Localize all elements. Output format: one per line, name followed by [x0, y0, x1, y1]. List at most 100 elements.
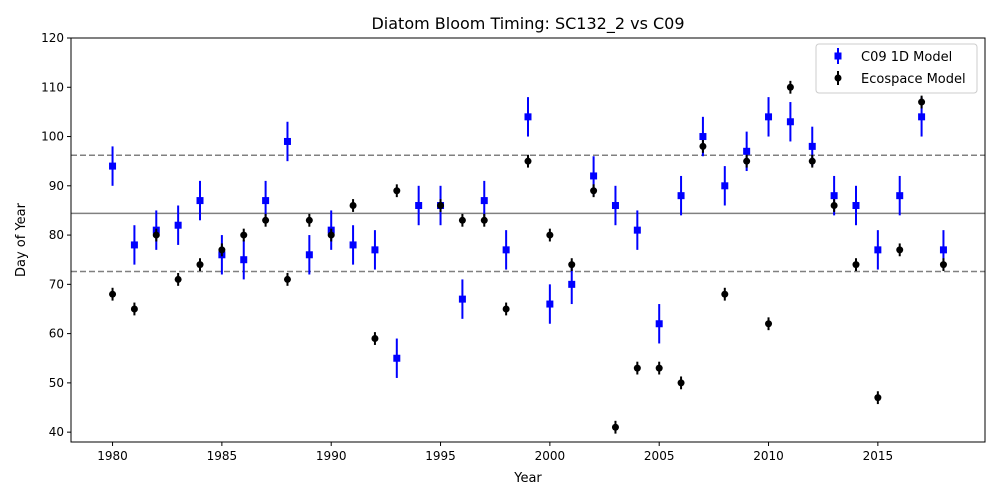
plot-area-frame: [70, 37, 986, 443]
data-point: [305, 251, 313, 259]
data-point: [786, 83, 794, 91]
data-point: [590, 187, 598, 195]
series-0: [109, 97, 947, 378]
data-point: [677, 379, 685, 387]
data-point: [611, 423, 619, 431]
data-point: [786, 118, 794, 126]
x-tick-label: 2005: [644, 449, 675, 463]
data-point: [502, 305, 510, 313]
data-point: [262, 197, 270, 205]
legend-marker-ecospace: [834, 74, 842, 82]
x-tick-label: 2000: [535, 449, 566, 463]
data-point: [852, 202, 860, 210]
data-point: [546, 300, 554, 308]
y-tick-label: 70: [49, 277, 64, 291]
legend-label-ecospace: Ecospace Model: [861, 72, 966, 87]
legend-entry-ecospace: Ecospace Model: [834, 71, 966, 87]
data-point: [109, 162, 117, 170]
legend: C09 1D Model Ecospace Model: [815, 43, 978, 94]
data-point: [152, 231, 160, 239]
data-point: [633, 364, 641, 372]
data-point: [808, 142, 816, 150]
x-tick-label: 1980: [97, 449, 128, 463]
data-point: [830, 192, 838, 200]
data-point: [852, 261, 860, 269]
data-point: [458, 295, 466, 303]
data-point: [371, 335, 379, 343]
series-1: [109, 80, 947, 434]
data-point: [699, 142, 707, 150]
data-point: [896, 192, 904, 200]
data-point: [633, 226, 641, 234]
data-point: [918, 98, 926, 106]
data-point: [174, 221, 182, 229]
data-point: [240, 256, 248, 264]
data-point: [743, 147, 751, 155]
data-point: [196, 261, 204, 269]
data-point: [939, 261, 947, 269]
data-point: [349, 241, 357, 249]
data-point: [437, 202, 445, 210]
legend-marker-c09: [834, 52, 842, 60]
legend-label-c09: C09 1D Model: [861, 50, 952, 65]
data-series: [109, 80, 947, 434]
legend-entry-c09: C09 1D Model: [834, 48, 952, 65]
data-point: [415, 202, 423, 210]
data-point: [327, 231, 335, 239]
data-point: [699, 133, 707, 141]
y-tick-label: 100: [41, 130, 64, 144]
x-axis-ticks: 1980 1985 1990 1995 2000 2005 2010 2015: [97, 442, 893, 463]
x-tick-label: 2010: [753, 449, 784, 463]
data-point: [524, 113, 532, 121]
data-point: [765, 320, 773, 328]
data-point: [896, 246, 904, 254]
data-point: [283, 275, 291, 283]
reference-lines: [71, 154, 985, 273]
data-point: [874, 246, 882, 254]
data-point: [939, 246, 947, 254]
chart-title: Diatom Bloom Timing: SC132_2 vs C09: [371, 14, 684, 34]
data-point: [568, 261, 576, 269]
data-point: [568, 280, 576, 288]
data-point: [109, 290, 117, 298]
x-tick-label: 2015: [863, 449, 894, 463]
data-point: [174, 275, 182, 283]
data-point: [349, 202, 357, 210]
data-point: [458, 216, 466, 224]
data-point: [480, 197, 488, 205]
data-point: [655, 364, 663, 372]
data-point: [655, 320, 663, 328]
data-point: [262, 216, 270, 224]
data-point: [130, 241, 138, 249]
y-tick-label: 80: [49, 228, 64, 242]
y-tick-label: 60: [49, 327, 64, 341]
data-point: [677, 192, 685, 200]
data-point: [283, 137, 291, 145]
y-tick-label: 120: [41, 31, 64, 45]
data-point: [590, 172, 598, 180]
data-point: [830, 202, 838, 210]
data-point: [305, 216, 313, 224]
x-tick-label: 1990: [316, 449, 347, 463]
data-point: [393, 354, 401, 362]
y-tick-label: 90: [49, 179, 64, 193]
data-point: [721, 290, 729, 298]
y-axis-ticks: 40 50 60 70 80 90 100 110 120: [41, 31, 71, 439]
data-point: [393, 187, 401, 195]
data-point: [524, 157, 532, 165]
x-tick-label: 1995: [425, 449, 456, 463]
data-point: [874, 394, 882, 402]
y-axis-label: Day of Year: [14, 202, 29, 277]
data-point: [765, 113, 773, 121]
data-point: [240, 231, 248, 239]
data-point: [196, 197, 204, 205]
data-point: [721, 182, 729, 190]
y-tick-label: 110: [41, 80, 64, 94]
data-point: [502, 246, 510, 254]
data-point: [480, 216, 488, 224]
data-point: [808, 157, 816, 165]
data-point: [371, 246, 379, 254]
y-tick-label: 50: [49, 376, 64, 390]
x-axis-label: Year: [513, 471, 542, 486]
